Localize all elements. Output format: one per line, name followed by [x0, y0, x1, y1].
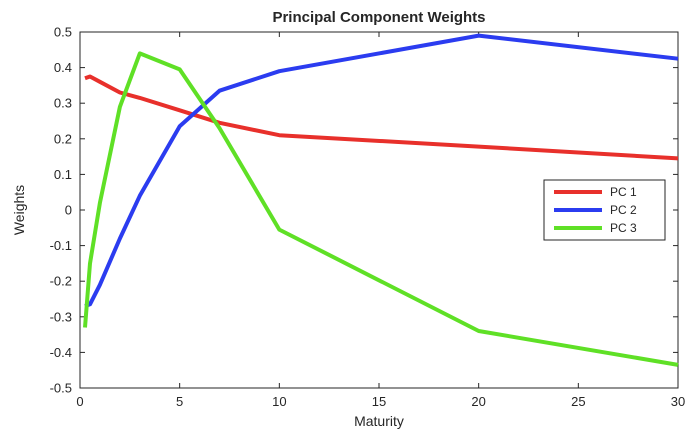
legend-label: PC 1 [610, 185, 637, 199]
y-tick-label: 0.5 [54, 25, 72, 40]
series-line-pc-1 [84, 74, 679, 161]
y-tick-label: -0.1 [50, 238, 72, 253]
x-tick-label: 5 [176, 394, 183, 409]
y-tick-label: 0.4 [54, 60, 72, 75]
legend-label: PC 3 [610, 221, 637, 235]
x-tick-label: 25 [571, 394, 585, 409]
y-axis-label: Weights [11, 185, 27, 235]
chart-title: Principal Component Weights [272, 9, 485, 26]
series-line-pc-3 [83, 51, 679, 367]
y-tick-label: 0 [65, 203, 72, 218]
x-axis-label: Maturity [354, 413, 404, 429]
y-tick-label: -0.2 [50, 274, 72, 289]
y-tick-label: -0.4 [50, 345, 72, 360]
y-tick-label: 0.2 [54, 131, 72, 146]
x-tick-label: 20 [471, 394, 485, 409]
y-tick-label: 0.3 [54, 96, 72, 111]
x-tick-label: 10 [272, 394, 286, 409]
x-tick-label: 15 [372, 394, 386, 409]
y-tick-label: 0.1 [54, 167, 72, 182]
y-tick-label: -0.5 [50, 381, 72, 396]
x-tick-label: 30 [671, 394, 685, 409]
series-line-pc-2 [84, 33, 679, 308]
y-tick-label: -0.3 [50, 309, 72, 324]
x-tick-label: 0 [76, 394, 83, 409]
legend-label: PC 2 [610, 203, 637, 217]
